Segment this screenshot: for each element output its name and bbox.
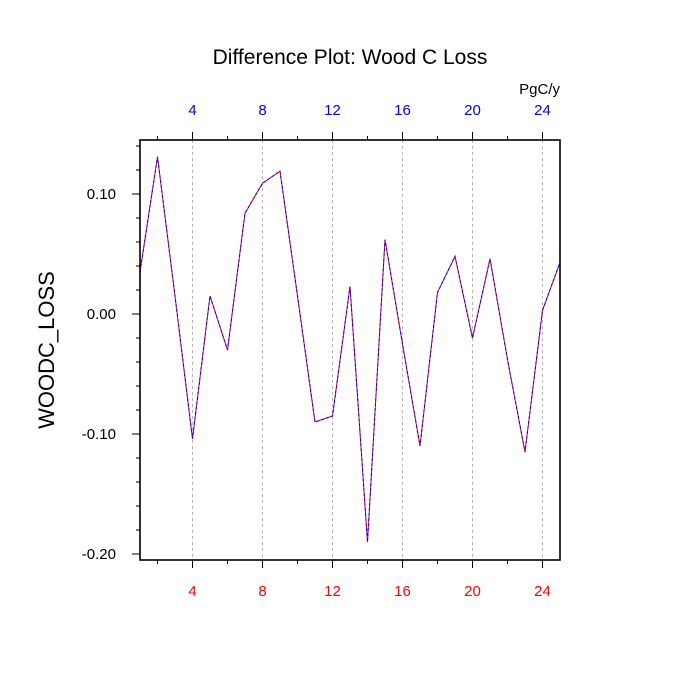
y-tick-label: 0.00 [87,306,116,323]
data-lines [139,156,561,543]
y-tick-label: 0.10 [87,186,116,203]
x-tick-label-top: 16 [394,102,411,119]
x-tick-label-top: 4 [188,102,196,119]
series-line-blue [139,156,561,543]
y-tick-label: -0.20 [82,546,116,563]
x-tick-label-top: 8 [258,102,266,119]
x-tick-label-bottom: 16 [394,583,411,600]
tick-labels: 4 4 8 8 12 12 16 16 20 20 24 24 -0.20 -0.10 0.00 0.10 [82,102,551,600]
grid-lines [192,140,543,560]
x-tick-label-top: 20 [464,102,481,119]
x-tick-label-bottom: 20 [464,583,481,600]
x-tick-label-bottom: 8 [258,583,266,600]
x-tick-label-bottom: 4 [188,583,196,600]
x-tick-label-bottom: 12 [324,583,341,600]
plot-frame [139,139,561,561]
units-label: PgC/y [519,81,560,98]
y-tick-label: -0.10 [82,426,116,443]
chart-title: Difference Plot: Wood C Loss [213,46,488,69]
x-tick-label-top: 24 [534,102,551,119]
axis-ticks [132,132,543,568]
x-tick-label-top: 12 [324,102,341,119]
y-axis-label: WOODC_LOSS [34,271,59,429]
x-tick-label-bottom: 24 [534,583,551,600]
